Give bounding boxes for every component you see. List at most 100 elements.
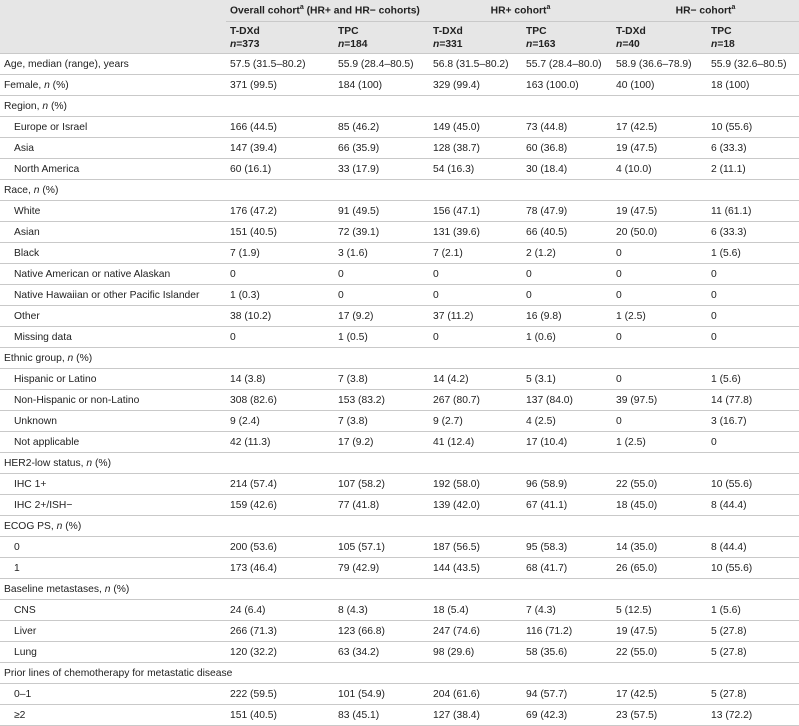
value-text: 66 (40.5) [526, 226, 568, 238]
value-cell: 151 (40.5) [226, 221, 334, 243]
value-text: 187 (56.5) [433, 541, 480, 553]
sample-size: n=184 [338, 38, 368, 50]
value-cell: 0 [707, 305, 799, 327]
value-cell: 55.9 (32.6–80.5) [707, 53, 799, 75]
value-text: 1 (5.6) [711, 604, 741, 616]
value-text: 0 [616, 247, 622, 259]
label-text: Black [14, 247, 40, 259]
value-cell: 163 (100.0) [522, 74, 613, 96]
label-text: CNS [14, 604, 36, 616]
value-cell: 38 (10.2) [226, 305, 334, 327]
value-text: 329 (99.4) [433, 79, 480, 91]
value-text: 1 (5.6) [711, 247, 741, 259]
label-text: 0 [14, 541, 20, 553]
value-text: 153 (83.2) [338, 394, 385, 406]
value-text: 54 (16.3) [433, 163, 475, 175]
value-cell: 0 [226, 326, 334, 348]
label-text: White [14, 205, 41, 217]
value-cell: 33 (17.9) [334, 158, 430, 180]
value-text: 2 (11.1) [711, 163, 746, 175]
value-text: 1 (2.5) [616, 436, 646, 448]
row-label: White [0, 200, 226, 222]
data-row: Liver 266 (71.3) 123 (66.8) 247 (74.6) 116 (… [0, 620, 799, 642]
value-cell: 0 [707, 326, 799, 348]
value-text: 14 (3.8) [230, 373, 266, 385]
value-cell: 7 (3.8) [334, 368, 430, 390]
label-text: Missing data [14, 331, 72, 343]
value-cell: 137 (84.0) [522, 389, 613, 411]
value-text: 63 (34.2) [338, 646, 380, 658]
value-text: 5 (27.8) [711, 625, 747, 637]
label-text: North America [14, 163, 80, 175]
value-text: 105 (57.1) [338, 541, 385, 553]
value-cell: 7 (4.3) [522, 599, 613, 621]
data-row: Europe or Israel 166 (44.5) 85 (46.2) 149 (… [0, 116, 799, 138]
value-text: 41 (12.4) [433, 436, 475, 448]
data-row: Black 7 (1.9) 3 (1.6) 7 (2.1) 2 (1.2) 0 1 (5.6… [0, 242, 799, 264]
value-text: 8 (44.4) [711, 541, 747, 553]
value-text: 5 (27.8) [711, 646, 747, 658]
value-text: 66 (35.9) [338, 142, 380, 154]
value-cell: 55.9 (28.4–80.5) [334, 53, 430, 75]
data-row: Unknown 9 (2.4) 7 (3.8) 9 (2.7) 4 (2.5) 0 3 (1… [0, 410, 799, 432]
sample-size: n=331 [433, 38, 463, 50]
value-cell: 0 [612, 284, 708, 306]
value-cell: 91 (49.5) [334, 200, 430, 222]
value-text: 137 (84.0) [526, 394, 573, 406]
data-row: Hispanic or Latino 14 (3.8) 7 (3.8) 14 (4.2… [0, 368, 799, 390]
value-text: 0 [616, 331, 622, 343]
label-text: Female, n (%) [4, 79, 69, 91]
group-header-row: Overall cohorta (HR+ and HR− cohorts) HR+… [0, 0, 799, 54]
value-cell: 0 [612, 263, 708, 285]
value-cell: 267 (80.7) [429, 389, 523, 411]
value-cell: 79 (42.9) [334, 557, 430, 579]
value-cell: 147 (39.4) [226, 137, 334, 159]
value-cell: 1 (0.5) [334, 326, 430, 348]
value-cell: 17 (9.2) [334, 305, 430, 327]
arm-name: TPC [711, 25, 732, 37]
value-text: 17 (42.5) [616, 688, 658, 700]
value-cell: 101 (54.9) [334, 683, 430, 705]
data-row: Not applicable 42 (11.3) 17 (9.2) 41 (12.4)… [0, 431, 799, 453]
value-cell: 57.5 (31.5–80.2) [226, 53, 334, 75]
value-text: 55.9 (32.6–80.5) [711, 58, 787, 70]
value-cell: 9 (2.4) [226, 410, 334, 432]
value-cell: 120 (32.2) [226, 641, 334, 663]
label-text: Lung [14, 646, 37, 658]
value-cell: 94 (57.7) [522, 683, 613, 705]
value-text: 5 (12.5) [616, 604, 652, 616]
value-text: 18 (100) [711, 79, 750, 91]
footnote-mark: a [731, 4, 736, 12]
row-label: IHC 1+ [0, 473, 226, 495]
value-cell: 67 (41.1) [522, 494, 613, 516]
sample-size: n=40 [616, 38, 640, 50]
value-text: 0 [526, 268, 532, 280]
row-label: Native American or native Alaskan [0, 263, 226, 285]
section-label: Region, n (%) [0, 95, 799, 117]
data-row: Asia 147 (39.4) 66 (35.9) 128 (38.7) 60 (36.… [0, 137, 799, 159]
row-label: Asian [0, 221, 226, 243]
value-text: 267 (80.7) [433, 394, 480, 406]
group-name: Overall cohort [230, 5, 300, 17]
value-text: 10 (55.6) [711, 121, 753, 133]
row-label: Other [0, 305, 226, 327]
value-cell: 66 (40.5) [522, 221, 613, 243]
value-cell: 18 (100) [707, 74, 799, 96]
value-cell: 63 (34.2) [334, 641, 430, 663]
value-cell: 1 (0.6) [522, 326, 613, 348]
section-row: HER2-low status, n (%) [0, 452, 799, 474]
value-text: 4 (2.5) [526, 415, 556, 427]
value-text: 0 [433, 331, 439, 343]
label-text: Asia [14, 142, 35, 154]
value-cell: 6 (33.3) [707, 137, 799, 159]
value-cell: 23 (57.5) [612, 704, 708, 726]
value-text: 78 (47.9) [526, 205, 568, 217]
arm-name: TPC [338, 25, 359, 37]
value-text: 0 [711, 310, 717, 322]
data-row: Lung 120 (32.2) 63 (34.2) 98 (29.6) 58 (35.6… [0, 641, 799, 663]
value-cell: 14 (35.0) [612, 536, 708, 558]
value-cell: 139 (42.0) [429, 494, 523, 516]
value-text: 58 (35.6) [526, 646, 568, 658]
label-text: Other [14, 310, 40, 322]
section-text: ECOG PS, n (%) [4, 520, 82, 532]
